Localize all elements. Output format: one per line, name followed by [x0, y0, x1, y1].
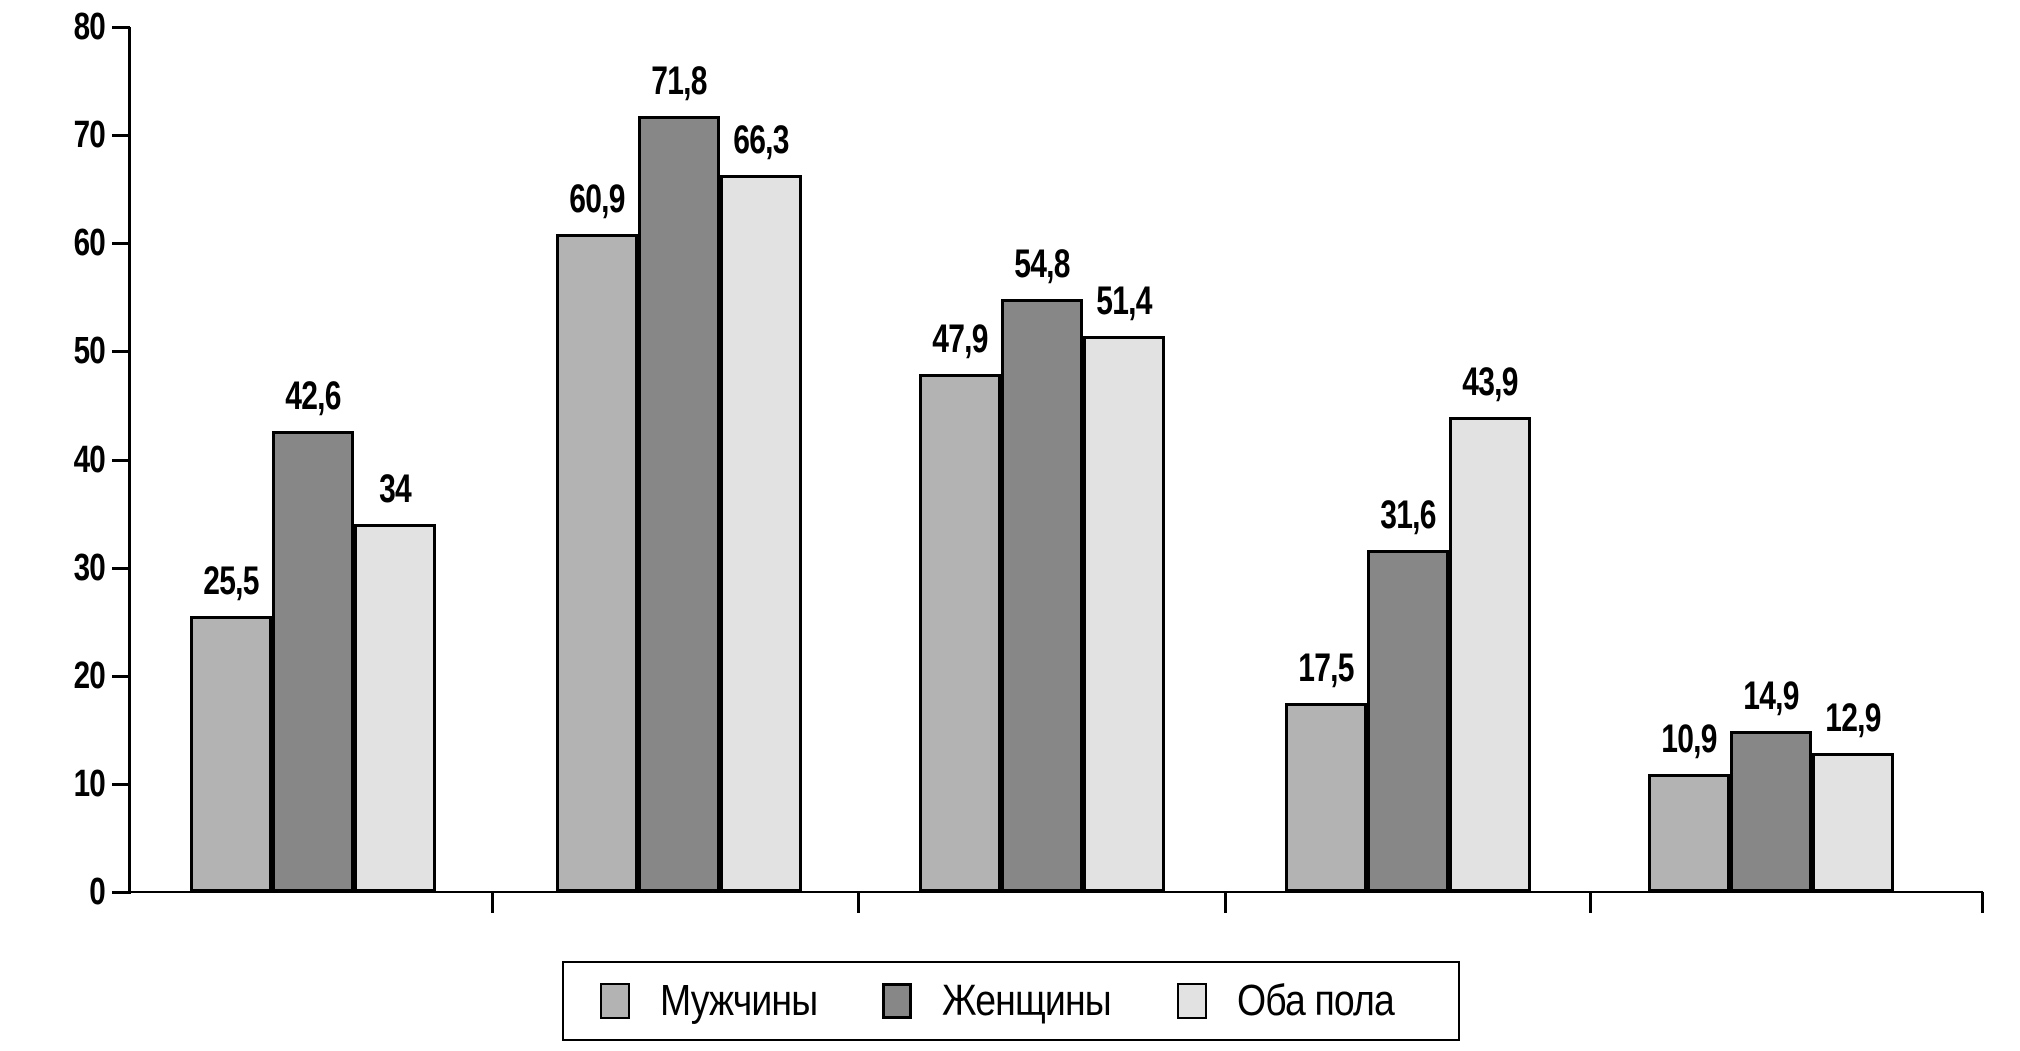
- y-tick-label: 50: [73, 330, 106, 373]
- y-tick-label: 10: [73, 762, 106, 805]
- bar-label-men-g2: 60,9: [569, 176, 625, 221]
- legend-label-both: Оба пола: [1237, 976, 1395, 1025]
- legend-swatch-men: [600, 983, 630, 1019]
- bar-label-men-g5: 10,9: [1661, 717, 1717, 762]
- y-tick: [112, 782, 130, 786]
- bar-label-both-g2: 66,3: [733, 118, 789, 163]
- bar-men-g3: [919, 374, 1001, 892]
- bar-label-women-g2: 71,8: [651, 58, 707, 103]
- bar-label-women-g1: 42,6: [285, 374, 341, 419]
- y-tick-label: 70: [73, 114, 106, 157]
- bar-women-g5: [1730, 730, 1812, 892]
- bar-label-both-g3: 51,4: [1096, 279, 1152, 324]
- bar-women-g1: [272, 431, 354, 892]
- bar-label-women-g5: 14,9: [1743, 673, 1799, 718]
- bar-men-g2: [556, 233, 638, 892]
- y-tick: [112, 350, 130, 354]
- bar-label-men-g3: 47,9: [932, 317, 988, 362]
- bar-men-g1: [190, 616, 272, 892]
- bar-label-women-g3: 54,8: [1014, 242, 1070, 287]
- legend-item-women: Женщины: [881, 976, 1141, 1025]
- bar-men-g4: [1285, 702, 1367, 892]
- bar-label-both-g1: 34: [379, 467, 412, 512]
- bar-women-g4: [1367, 550, 1449, 892]
- bar-women-g2: [638, 115, 720, 892]
- y-tick: [112, 458, 130, 462]
- x-tick: [1224, 892, 1227, 913]
- y-tick: [112, 26, 130, 29]
- x-tick: [1589, 892, 1592, 913]
- y-tick-label: 20: [73, 654, 106, 697]
- bar-label-both-g5: 12,9: [1825, 695, 1881, 740]
- legend-label-men: Мужчины: [660, 976, 818, 1025]
- y-tick-label: 80: [73, 6, 106, 48]
- legend-swatch-both: [1177, 983, 1208, 1019]
- y-tick: [112, 891, 130, 894]
- bar-both-g5: [1812, 752, 1894, 892]
- bar-both-g4: [1449, 417, 1531, 892]
- x-tick: [857, 892, 860, 913]
- legend-item-men: Мужчины: [600, 977, 845, 1025]
- y-tick-label: 60: [73, 222, 106, 265]
- legend-item-both: Оба пола: [1177, 977, 1422, 1025]
- y-tick-label: 40: [73, 438, 106, 481]
- x-tick: [1981, 892, 1984, 913]
- bar-men-g5: [1648, 774, 1730, 892]
- legend-swatch-women: [881, 983, 912, 1019]
- bar-women-g3: [1001, 299, 1083, 892]
- bar-label-men-g1: 25,5: [203, 559, 259, 604]
- y-tick: [112, 242, 130, 246]
- bar-both-g1: [354, 524, 436, 892]
- bar-label-both-g4: 43,9: [1462, 360, 1518, 405]
- legend-label-women: Женщины: [941, 976, 1112, 1025]
- bar-label-men-g4: 17,5: [1298, 645, 1354, 690]
- y-tick-label: 30: [73, 546, 106, 589]
- bar-label-women-g4: 31,6: [1380, 493, 1436, 538]
- x-tick: [491, 892, 494, 913]
- bar-both-g2: [720, 175, 802, 892]
- y-tick: [112, 674, 130, 678]
- legend: Мужчины Женщины Оба пола: [562, 961, 1460, 1041]
- x-axis: [128, 891, 1983, 893]
- bar-both-g3: [1083, 336, 1165, 892]
- y-tick-label: 0: [89, 871, 105, 913]
- y-tick: [112, 566, 130, 570]
- y-tick: [112, 134, 130, 138]
